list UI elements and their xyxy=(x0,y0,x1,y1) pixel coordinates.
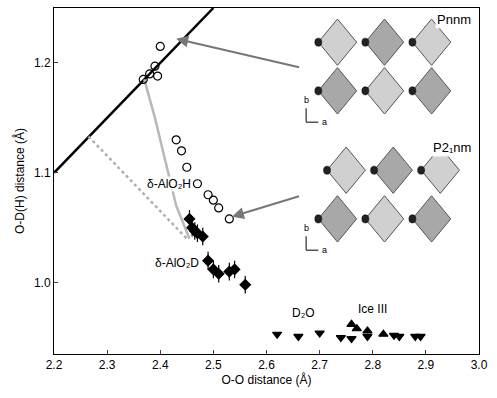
svg-text:D₂O: D₂O xyxy=(292,306,315,320)
svg-text:1.2: 1.2 xyxy=(34,56,51,70)
svg-text:2.3: 2.3 xyxy=(99,358,116,372)
svg-text:O-O distance (Å): O-O distance (Å) xyxy=(221,372,311,387)
svg-text:O-D(H) distance (Å): O-D(H) distance (Å) xyxy=(12,128,27,234)
svg-text:Ice III: Ice III xyxy=(358,302,387,316)
svg-text:a: a xyxy=(322,117,327,127)
svg-text:a: a xyxy=(322,245,327,255)
svg-text:2.2: 2.2 xyxy=(46,358,63,372)
svg-text:2.6: 2.6 xyxy=(258,358,275,372)
svg-text:Pnnm: Pnnm xyxy=(437,12,471,27)
svg-text:2.4: 2.4 xyxy=(152,358,169,372)
svg-text:P2₁nm: P2₁nm xyxy=(433,140,471,155)
svg-text:2.9: 2.9 xyxy=(418,358,435,372)
svg-text:3.0: 3.0 xyxy=(471,358,488,372)
svg-text:2.5: 2.5 xyxy=(205,358,222,372)
svg-text:2.8: 2.8 xyxy=(364,358,381,372)
svg-text:1.0: 1.0 xyxy=(34,276,51,290)
svg-text:b: b xyxy=(304,95,309,105)
svg-text:2.7: 2.7 xyxy=(311,358,328,372)
svg-text:δ-AlO₂D: δ-AlO₂D xyxy=(155,256,199,270)
svg-text:1.1: 1.1 xyxy=(34,166,51,180)
svg-text:b: b xyxy=(304,223,309,233)
svg-text:δ-AlO₂H: δ-AlO₂H xyxy=(147,177,191,191)
